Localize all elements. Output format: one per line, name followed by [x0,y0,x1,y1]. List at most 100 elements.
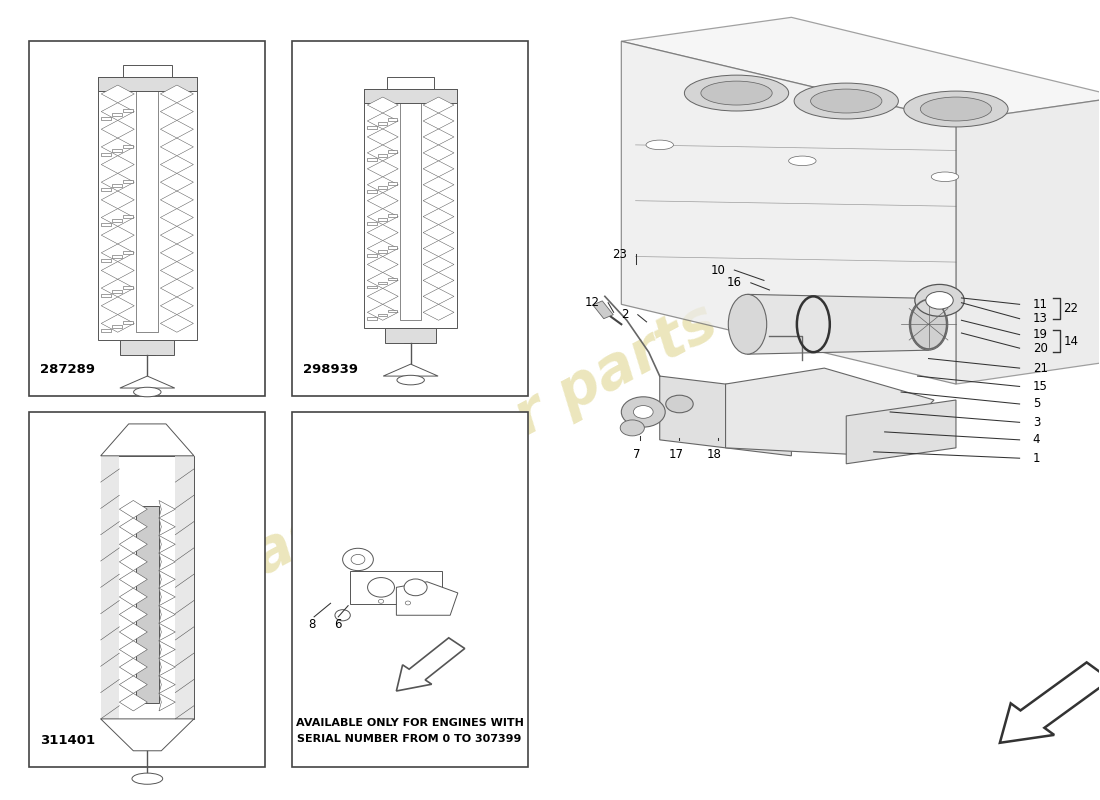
Bar [293,42,528,396]
Bar [101,456,194,719]
Polygon shape [101,719,194,750]
Polygon shape [161,209,194,226]
Text: 23: 23 [612,248,627,261]
Polygon shape [367,113,398,129]
Text: AVAILABLE ONLY FOR ENGINES WITH: AVAILABLE ONLY FOR ENGINES WITH [296,718,524,728]
Bar [367,190,376,193]
Bar [120,340,175,354]
Polygon shape [119,570,147,588]
Polygon shape [621,18,1100,121]
Ellipse shape [915,285,965,316]
Polygon shape [101,174,134,191]
Polygon shape [160,535,175,553]
Polygon shape [846,400,956,464]
Text: 22: 22 [1064,302,1078,315]
Bar [101,294,111,297]
Polygon shape [101,121,134,138]
Bar [123,250,133,254]
Text: 1: 1 [1033,452,1041,465]
Polygon shape [367,273,398,288]
Bar [377,314,387,316]
Bar [123,215,133,218]
Bar [101,188,111,191]
Polygon shape [367,193,398,209]
Ellipse shape [621,397,665,427]
Polygon shape [161,297,194,314]
Polygon shape [160,518,175,535]
Bar [29,42,265,396]
Ellipse shape [926,291,954,309]
Polygon shape [424,273,454,288]
Text: 13: 13 [1033,312,1047,325]
Bar [293,412,528,766]
Polygon shape [101,226,134,244]
Polygon shape [424,161,454,177]
Text: 8: 8 [308,618,316,631]
Polygon shape [161,121,194,138]
Polygon shape [424,304,454,320]
Bar [377,186,387,189]
Polygon shape [424,145,454,161]
Bar [98,77,197,91]
Polygon shape [161,156,194,174]
Text: 11: 11 [1033,298,1048,311]
Text: 10: 10 [711,263,726,277]
Text: 3: 3 [1033,416,1041,429]
Text: 287289: 287289 [40,363,95,376]
Polygon shape [160,501,175,518]
Bar [367,286,376,288]
Polygon shape [424,241,454,257]
Polygon shape [726,368,934,456]
Polygon shape [160,553,175,570]
Polygon shape [367,209,398,225]
Polygon shape [160,623,175,641]
Text: 14: 14 [1064,334,1078,347]
Polygon shape [424,177,454,193]
Polygon shape [367,241,398,257]
Ellipse shape [811,89,882,113]
Bar [367,318,376,320]
Polygon shape [119,641,147,658]
Text: 7: 7 [632,448,640,461]
Polygon shape [424,257,454,273]
Polygon shape [383,364,438,376]
Ellipse shape [789,156,816,166]
Bar [101,258,111,262]
Polygon shape [119,501,147,518]
Ellipse shape [334,610,350,621]
Polygon shape [101,102,134,121]
Bar [367,158,376,161]
Ellipse shape [932,172,959,182]
Bar [364,89,458,103]
Polygon shape [161,226,194,244]
Bar [367,254,376,257]
Polygon shape [119,676,147,694]
Polygon shape [161,191,194,209]
Polygon shape [367,161,398,177]
Text: 298939: 298939 [304,363,359,376]
Polygon shape [424,288,454,304]
Bar [387,77,434,89]
Polygon shape [120,376,175,388]
Polygon shape [160,588,175,606]
Polygon shape [160,676,175,694]
Polygon shape [101,156,134,174]
Text: 4: 4 [1033,434,1041,446]
Bar [388,118,397,121]
Text: 16: 16 [727,276,742,290]
Ellipse shape [684,75,789,111]
Polygon shape [161,85,194,102]
Text: 20: 20 [1033,342,1047,354]
Bar [112,290,122,293]
Bar [136,85,158,332]
Bar [101,118,111,121]
Polygon shape [1000,662,1100,743]
Text: 17: 17 [669,448,684,461]
Polygon shape [161,102,194,121]
Bar [367,222,376,225]
Bar [364,89,458,328]
Polygon shape [119,606,147,623]
Polygon shape [367,177,398,193]
Text: 2: 2 [621,308,629,321]
Bar [112,325,122,328]
